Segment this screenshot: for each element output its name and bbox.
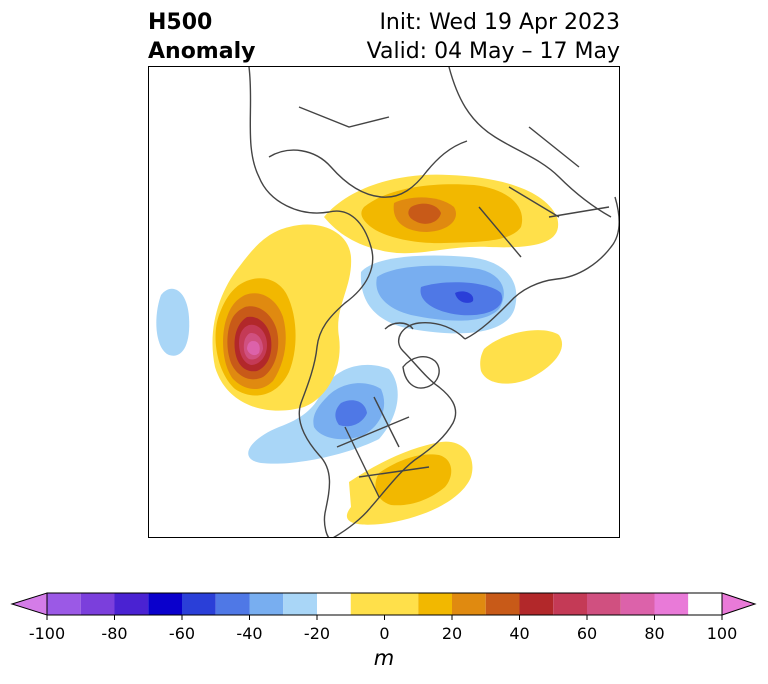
- colorbar: -100 -80 -60 -40 -20 0 20 40 60 80 100: [10, 592, 757, 643]
- colorbar-cell: [587, 593, 621, 615]
- colorbar-tick-label: 40: [509, 624, 529, 643]
- colorbar-cell: [519, 593, 554, 615]
- map-canvas: [156, 67, 619, 537]
- ne-pacific-ridge: [212, 224, 352, 411]
- colorbar-tick-label: -80: [101, 624, 127, 643]
- map-subtitle: Init: Wed 19 Apr 2023 Valid: 04 May – 17…: [367, 8, 620, 66]
- colorbar-cell: [553, 593, 587, 615]
- russia-ridge: [324, 174, 559, 254]
- colorbar-cell: [80, 593, 115, 615]
- eastern-us-ridge: [346, 441, 473, 525]
- colorbar-cell: [148, 593, 182, 615]
- colorbar-cell: [688, 593, 722, 615]
- north-atlantic-ridge: [480, 330, 563, 384]
- colorbar-cell: [418, 593, 452, 615]
- colorbar-tick-label: 0: [379, 624, 389, 643]
- colorbar-tick-label: -60: [169, 624, 195, 643]
- init-date-label: Init: Wed 19 Apr 2023: [379, 10, 620, 35]
- colorbar-cell: [317, 593, 351, 615]
- coastlines: [248, 67, 619, 537]
- arctic-trough: [360, 255, 517, 334]
- colorbar-tick-label: -100: [29, 624, 65, 643]
- colorbar-cell: [47, 593, 81, 615]
- colorbar-tick-label: -20: [304, 624, 330, 643]
- colorbar-over-arrow: [721, 592, 757, 616]
- central-pacific-trough: [156, 288, 190, 356]
- variable-label: H500: [148, 10, 213, 35]
- colorbar-tick-label: 80: [644, 624, 664, 643]
- colorbar-tick-label: 60: [577, 624, 597, 643]
- colorbar-tick-label: 100: [707, 624, 738, 643]
- colorbar-cell: [654, 593, 689, 615]
- field-label: Anomaly: [148, 39, 256, 64]
- western-us-trough: [248, 364, 398, 464]
- colorbar-cell: [283, 593, 317, 615]
- colorbar-cell: [114, 593, 149, 615]
- colorbar-under-arrow: [10, 592, 48, 616]
- colorbar-cell: [485, 593, 520, 615]
- colorbar-unit-label: m: [373, 646, 395, 670]
- valid-range-label: Valid: 04 May – 17 May: [366, 39, 620, 64]
- colorbar-cell: [182, 593, 216, 615]
- colorbar-tick-label: 20: [442, 624, 462, 643]
- colorbar-ticks: -100 -80 -60 -40 -20 0 20 40 60 80 100: [29, 615, 737, 643]
- colorbar-cell: [215, 593, 250, 615]
- colorbar-cell: [452, 593, 486, 615]
- colorbar-cell: [620, 593, 655, 615]
- map-title: H500 Anomaly: [148, 8, 255, 66]
- colorbar-tick-label: -40: [236, 624, 262, 643]
- colorbar-cells: [47, 593, 722, 615]
- colorbar-cell: [350, 593, 419, 615]
- anomaly-map: [148, 66, 620, 538]
- colorbar-cell: [249, 593, 284, 615]
